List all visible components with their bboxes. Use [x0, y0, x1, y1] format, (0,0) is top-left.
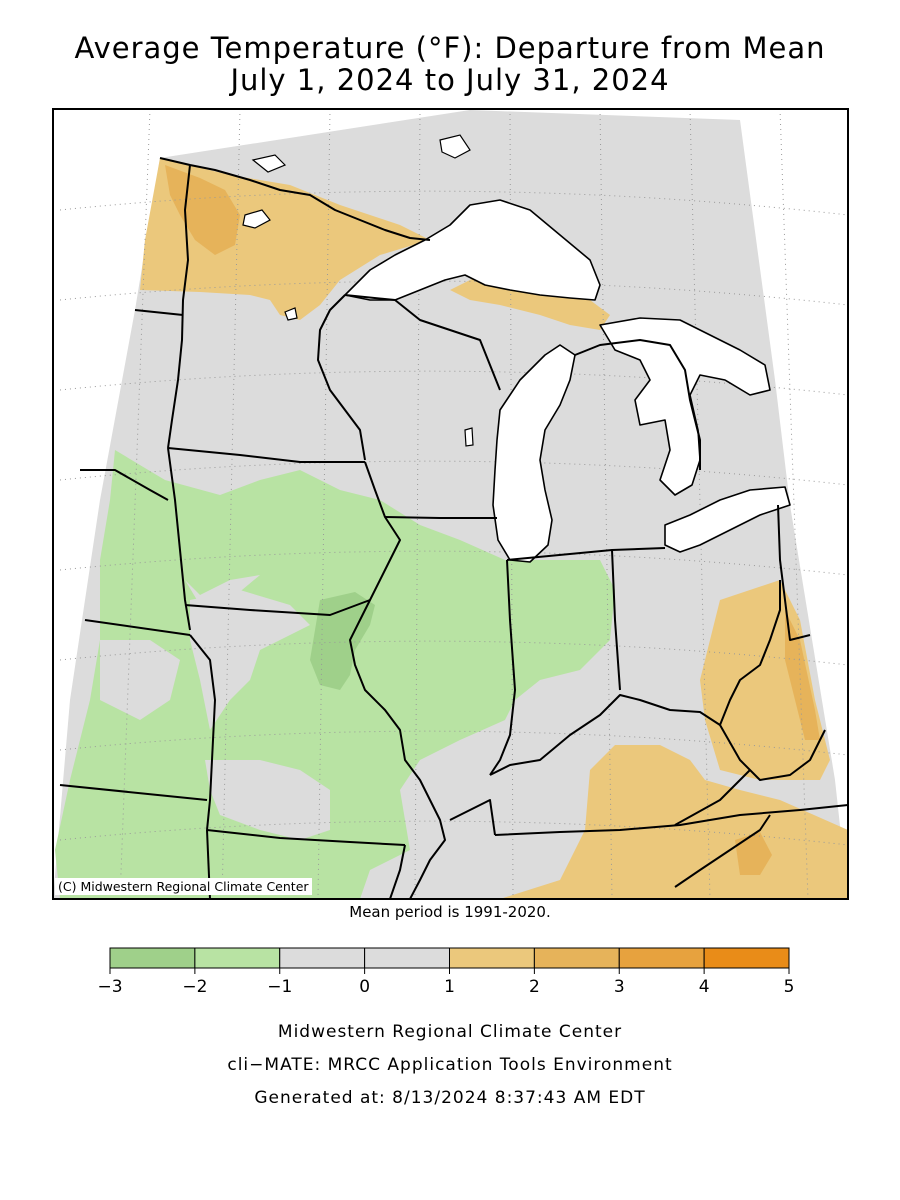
- warm-region-ohio-valley: [700, 580, 830, 780]
- border-indiana-west: [489, 559, 516, 776]
- border-iowa-missouri: [184, 599, 371, 616]
- border-kansas-oklahoma: [59, 784, 208, 801]
- warm-region-kentucky-darker: [735, 832, 772, 875]
- legend-bin: [364, 947, 450, 969]
- warm-region-upper-michigan: [450, 275, 610, 330]
- legend-bin: [279, 947, 366, 969]
- legend-tick-label: 0: [359, 977, 370, 997]
- border-south-dakota-north: [134, 309, 184, 316]
- legend-bin: [703, 947, 790, 969]
- legend-tick-label: 1: [444, 977, 455, 997]
- footer-generated: Generated at: 8/13/2024 8:37:43 AM EDT: [254, 1088, 646, 1108]
- footer-tool: cli−MATE: MRCC Application Tools Environ…: [227, 1055, 673, 1075]
- map-credit: (C) Midwestern Regional Climate Center: [55, 878, 312, 895]
- legend-bin: [109, 947, 196, 969]
- border-missouri-arkansas: [206, 829, 406, 846]
- border-missouri-bootheel: [389, 844, 406, 899]
- border-us-canada: [159, 157, 431, 241]
- map-border-frame: [52, 108, 849, 900]
- legend-tick-label: −2: [182, 977, 207, 997]
- border-minnesota-wisconsin: [317, 294, 366, 461]
- map-date-range: July 1, 2024 to July 31, 2024: [230, 63, 670, 97]
- borders: [59, 157, 848, 899]
- neutral-patch-south-missouri: [205, 760, 330, 840]
- border-michigan-ohio-lp: [574, 339, 701, 470]
- border-minnesota-iowa: [167, 447, 365, 463]
- lake-erie: [664, 486, 791, 553]
- neutral-patch-iowa: [185, 575, 260, 605]
- border-west-virginia: [719, 724, 826, 781]
- border-wisconsin-michigan-up: [344, 294, 501, 391]
- border-virginia-kentucky: [674, 769, 751, 826]
- legend-bin: [618, 947, 705, 969]
- border-mississippi-iowa-east: [349, 461, 446, 899]
- legend-tick-label: 2: [529, 977, 540, 997]
- legend-colorbar: −3 −2 −1 0 1 2 3 4 5: [97, 947, 795, 997]
- lake-michigan: [492, 344, 576, 563]
- border-ohio-pennsylvania: [777, 504, 811, 641]
- warm-region-north-minnesota-darker: [165, 165, 240, 255]
- legend-bin: [449, 947, 535, 969]
- mean-period-note: Mean period is 1991-2020.: [349, 903, 551, 921]
- border-minnesota-west: [167, 164, 191, 449]
- legend-tick-label: 4: [699, 977, 710, 997]
- border-nebraska-kansas: [84, 619, 191, 636]
- border-dakotas-nebraska: [80, 469, 169, 501]
- map-title: Average Temperature (°F): Departure from…: [74, 31, 826, 65]
- legend-tick-label: −1: [267, 977, 292, 997]
- legend-bin: [194, 947, 281, 969]
- border-tennessee-virginia: [674, 814, 771, 888]
- small-lakes: [242, 134, 474, 447]
- legend-tick-label: −3: [97, 977, 122, 997]
- warm-region-ohio-valley-darker: [785, 610, 820, 740]
- great-lakes: [344, 199, 791, 563]
- border-missouri-west: [189, 634, 216, 831]
- legend-tick-label: 3: [614, 977, 625, 997]
- lake-superior: [344, 199, 601, 301]
- legend-tick-label: 5: [784, 977, 795, 997]
- border-indiana-ohio: [611, 549, 621, 691]
- border-iowa-west: [167, 447, 191, 631]
- border-ohio-river: [489, 580, 781, 776]
- border-kentucky-tennessee: [494, 804, 848, 836]
- legend-bin: [533, 947, 620, 969]
- border-kentucky-west: [449, 799, 496, 836]
- border-wisconsin-illinois: [384, 516, 497, 519]
- cool-region-darker: [310, 592, 375, 690]
- footer-organization: Midwestern Regional Climate Center: [277, 1022, 623, 1042]
- neutral-patch-nebraska: [100, 640, 180, 720]
- neutral-patch-missouri: [190, 590, 310, 730]
